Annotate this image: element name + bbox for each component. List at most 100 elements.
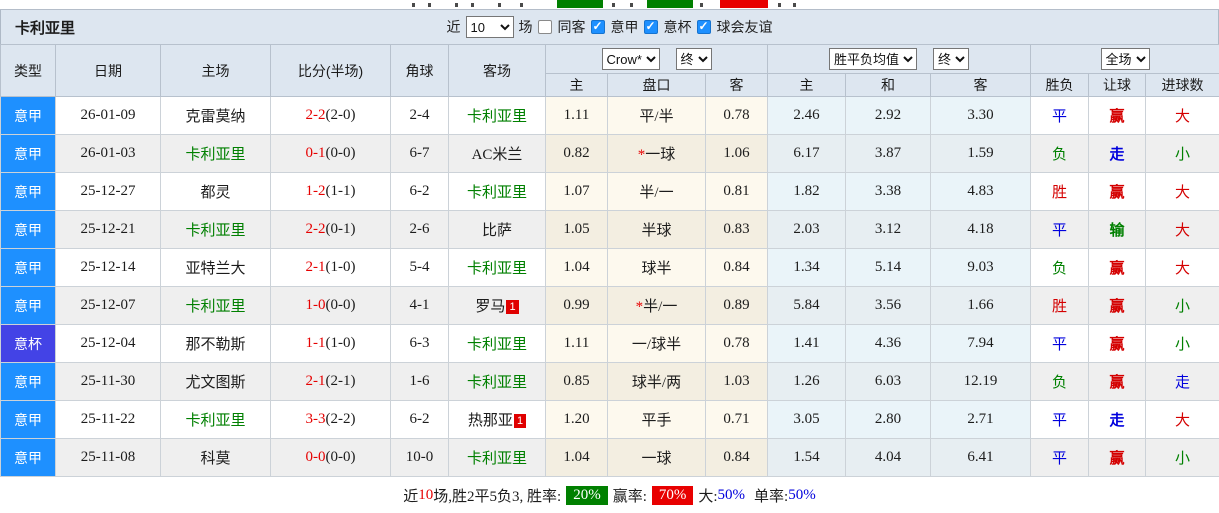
- away-team-name: 卡利亚里: [466, 261, 527, 277]
- avg-draw-odds-cell: 3.38: [845, 172, 931, 211]
- score-cell: 3-3(2-2): [270, 400, 391, 439]
- bookmaker-select[interactable]: Crow*: [601, 48, 660, 70]
- score-cell: 0-0(0-0): [270, 438, 391, 477]
- odds-home-cell: 1.11: [545, 324, 608, 363]
- away-team-cell[interactable]: 卡利亚里: [448, 96, 546, 135]
- handicap-line: 平手: [641, 413, 672, 429]
- home-team-cell[interactable]: 卡利亚里: [160, 134, 271, 173]
- subcol-wdl: 胜负: [1030, 73, 1089, 97]
- away-team-name: 热那亚: [467, 413, 513, 429]
- home-team-cell[interactable]: 卡利亚里: [160, 286, 271, 325]
- handicap-result-cell: 赢: [1088, 172, 1146, 211]
- home-team-cell[interactable]: 亚特兰大: [160, 248, 271, 287]
- subcol-odds-home: 主: [545, 73, 608, 97]
- home-team-cell[interactable]: 卡利亚里: [160, 210, 271, 249]
- odds-home-cell: 1.07: [545, 172, 608, 211]
- league-badge: 意甲: [1, 401, 55, 438]
- filter-cluster: 近 10 场 同客 意甲 意杯 球会友谊: [447, 16, 773, 38]
- club-friendly-label: 球会友谊: [716, 19, 773, 35]
- subcol-handicap-line: 盘口: [607, 73, 706, 97]
- home-team-cell[interactable]: 科莫: [160, 438, 271, 477]
- full-time-score: 1-0: [305, 297, 326, 313]
- handicap-result: 走: [1109, 413, 1125, 429]
- half-time-score: (2-2): [325, 411, 356, 427]
- match-date-cell: 25-12-04: [55, 324, 161, 363]
- away-team-cell[interactable]: 卡利亚里: [448, 362, 546, 401]
- league-type-cell: 意甲: [0, 210, 56, 249]
- away-team-cell[interactable]: 卡利亚里: [448, 248, 546, 287]
- result-scope-select[interactable]: 全场: [1100, 48, 1150, 70]
- handicap-result-cell: 赢: [1088, 286, 1146, 325]
- handicap-line-cell: 球半: [607, 248, 706, 287]
- avg-home-odds-cell: 2.03: [767, 210, 846, 249]
- clipped-text-fragment: [412, 3, 415, 7]
- home-team-cell[interactable]: 都灵: [160, 172, 271, 211]
- same-opponent-checkbox[interactable]: [537, 20, 552, 34]
- odds-home-cell: 1.20: [545, 400, 608, 439]
- goals-result-cell: 大: [1144, 248, 1219, 287]
- handicap-line: 球半: [641, 261, 672, 277]
- clipped-text-fragment: [700, 3, 703, 7]
- league-type-cell: 意甲: [0, 438, 56, 477]
- serie-a-checkbox[interactable]: [590, 19, 605, 34]
- odds-home-cell: 1.04: [545, 248, 608, 287]
- away-team-cell[interactable]: AC米兰: [448, 134, 546, 173]
- avg-away-odds-cell: 3.30: [930, 96, 1031, 135]
- near-count-select[interactable]: 10: [465, 16, 514, 38]
- big-value: 50%: [717, 486, 746, 503]
- avg-home-odds-cell: 3.05: [767, 400, 846, 439]
- clipped-text-fragment: [793, 3, 796, 7]
- league-type-cell: 意甲: [0, 362, 56, 401]
- odds-home-cell: 1.05: [545, 210, 608, 249]
- avg-home-odds-cell: 1.41: [767, 324, 846, 363]
- away-team-name: 卡利亚里: [466, 109, 527, 125]
- league-type-cell: 意甲: [0, 248, 56, 287]
- same-opponent-label: 同客: [557, 19, 586, 35]
- half-time-score: (1-0): [325, 335, 356, 351]
- away-team-cell[interactable]: 卡利亚里: [448, 172, 546, 211]
- result-group-header: 全场: [1029, 44, 1219, 74]
- home-team-name: 卡利亚里: [185, 299, 246, 315]
- wdl-result-cell: 平: [1030, 400, 1089, 439]
- wdl-result: 平: [1051, 109, 1067, 125]
- goals-result: 大: [1175, 413, 1191, 429]
- title-filter-bar: 卡利亚里 近 10 场 同客 意甲 意杯 球会友谊: [0, 10, 1219, 44]
- wdl-result: 负: [1051, 147, 1067, 163]
- full-time-score: 1-1: [305, 335, 326, 351]
- match-row: 意甲 26-01-03 卡利亚里 0-1(0-0) 6-7 AC米兰 0.82 *一球 1.06…: [0, 134, 1219, 173]
- subcol-avg-home: 主: [767, 73, 846, 97]
- away-rank-badge: 1: [506, 300, 519, 314]
- odds-home-cell: 1.11: [545, 96, 608, 135]
- odds-stage-select[interactable]: 终: [675, 48, 712, 70]
- away-team-name: 卡利亚里: [466, 451, 527, 467]
- away-team-cell[interactable]: 卡利亚里: [448, 438, 546, 477]
- goals-result: 走: [1175, 375, 1191, 391]
- near-count: 10: [418, 486, 434, 503]
- club-friendly-checkbox[interactable]: [696, 19, 711, 34]
- avg-away-odds-cell: 4.83: [930, 172, 1031, 211]
- avg-stage-select[interactable]: 终: [933, 48, 969, 70]
- match-row: 意甲 25-12-07 卡利亚里 1-0(0-0) 4-1 罗马 1 0.99 *半/一 0.89…: [0, 286, 1219, 325]
- avg-draw-odds-cell: 2.92: [845, 96, 931, 135]
- goals-result: 小: [1175, 337, 1191, 353]
- subcol-odds-away: 客: [705, 73, 768, 97]
- home-team-cell[interactable]: 那不勒斯: [160, 324, 271, 363]
- away-team-cell[interactable]: 热那亚 1: [448, 400, 546, 439]
- handicap-line-cell: 一/球半: [607, 324, 706, 363]
- handicap-line-cell: 平/半: [607, 96, 706, 135]
- home-team-cell[interactable]: 尤文图斯: [160, 362, 271, 401]
- home-team-name: 科莫: [200, 451, 231, 467]
- home-team-cell[interactable]: 卡利亚里: [160, 400, 271, 439]
- clipped-text-fragment: [498, 3, 501, 7]
- handicap-result: 输: [1109, 223, 1125, 239]
- handicap-line: 球半/两: [631, 375, 682, 391]
- goals-result: 大: [1175, 223, 1191, 239]
- away-team-cell[interactable]: 卡利亚里: [448, 324, 546, 363]
- home-team-cell[interactable]: 克雷莫纳: [160, 96, 271, 135]
- avg-metric-select[interactable]: 胜平负均值: [829, 48, 917, 70]
- away-team-cell[interactable]: 罗马 1: [448, 286, 546, 325]
- away-team-cell[interactable]: 比萨: [448, 210, 546, 249]
- handicap-line-cell: *半/一: [607, 286, 706, 325]
- italy-cup-checkbox[interactable]: [643, 19, 658, 34]
- avg-draw-odds-cell: 2.80: [845, 400, 931, 439]
